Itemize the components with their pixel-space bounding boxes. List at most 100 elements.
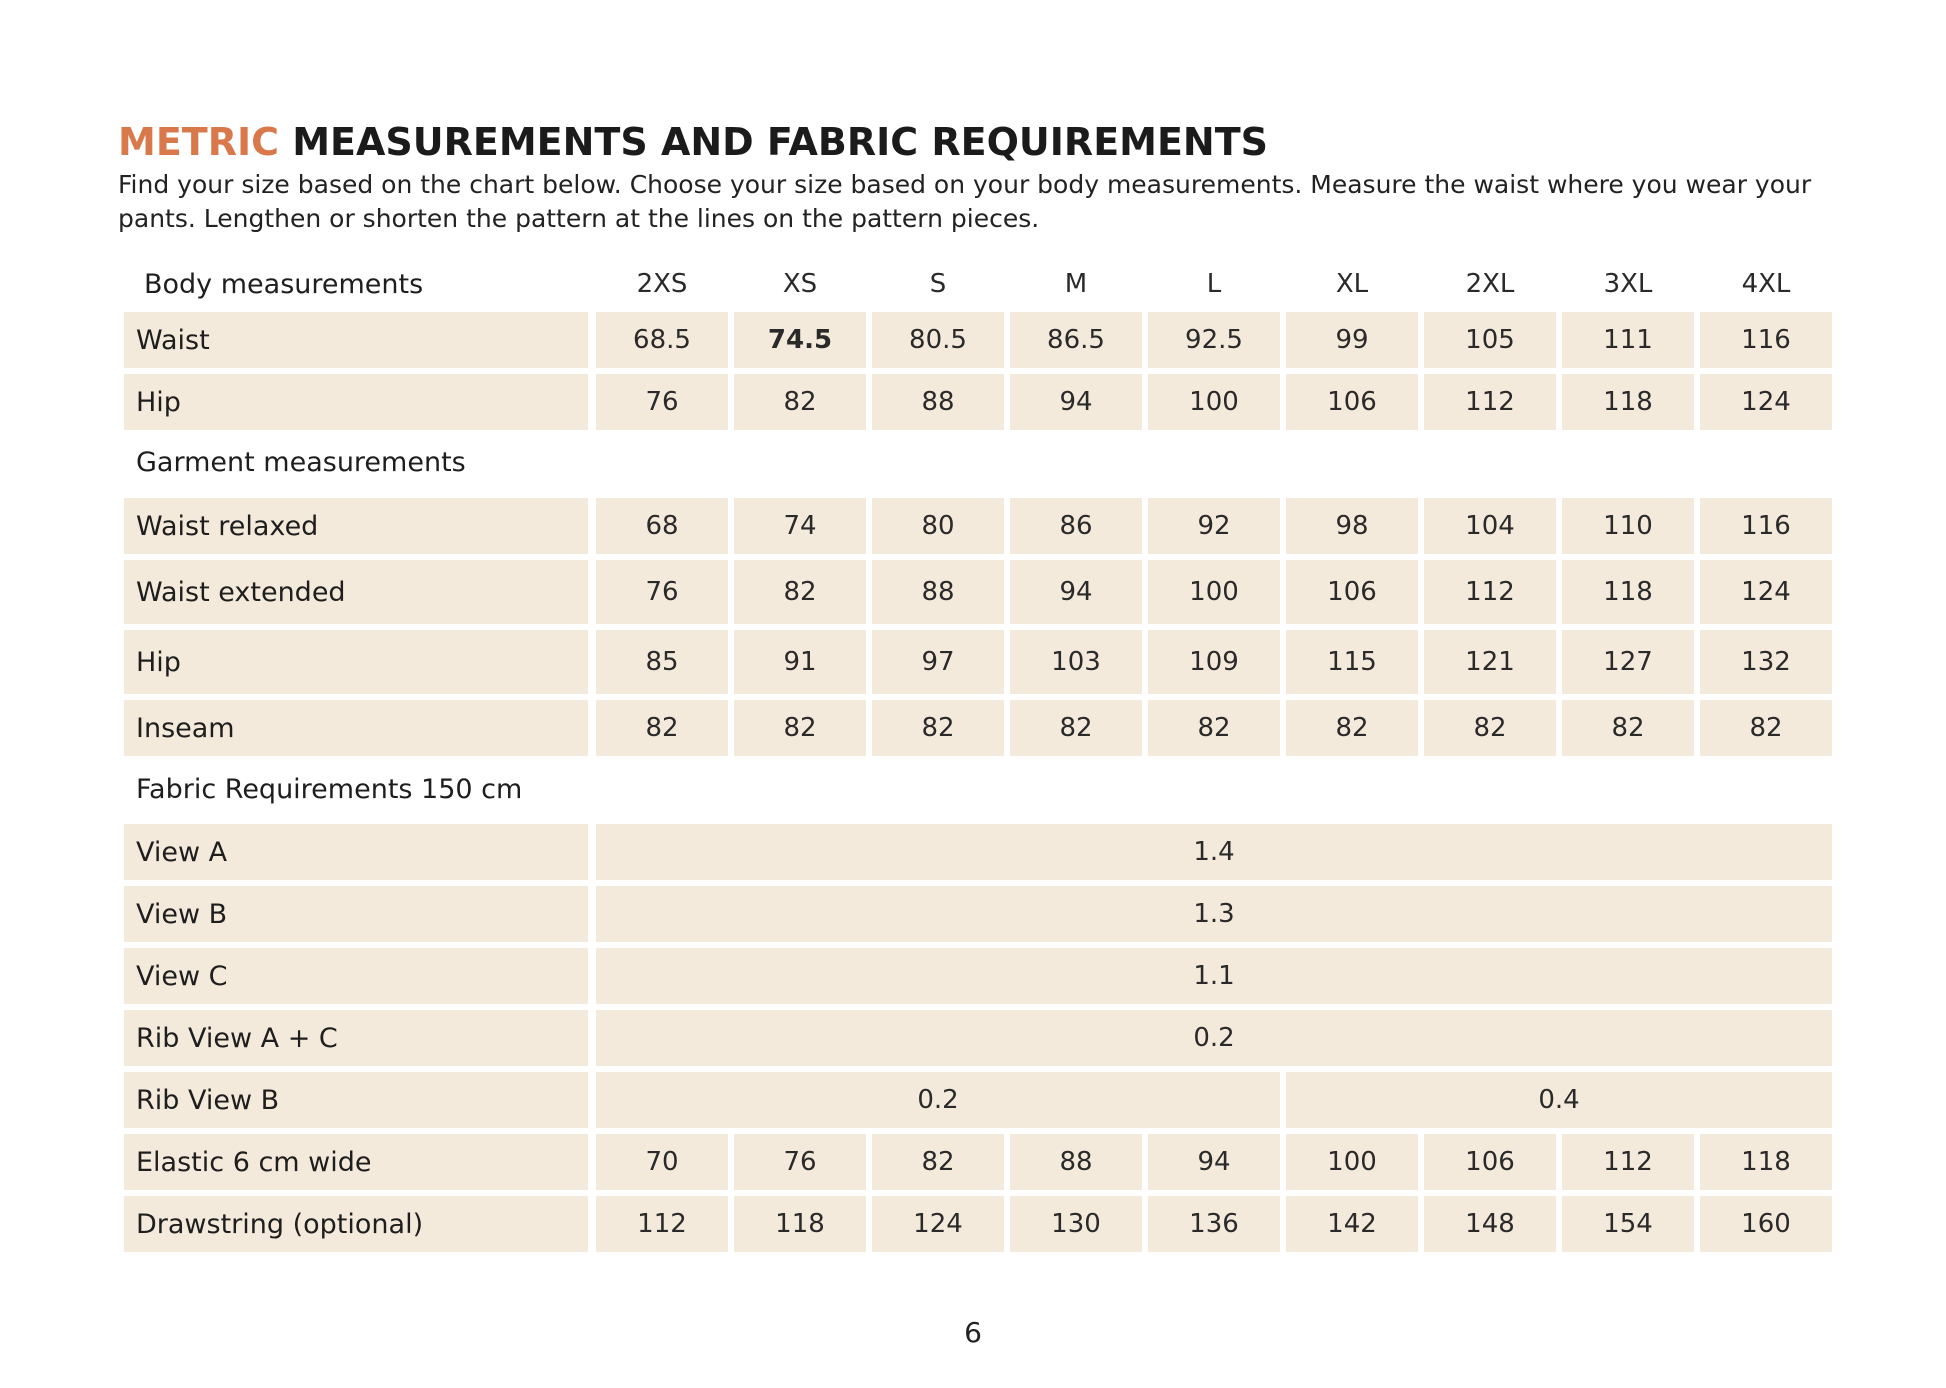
size-header: 4XL [1741,269,1791,299]
table-cell: 82 [734,560,866,624]
row-label: Waist [124,312,588,368]
table-cell: 124 [1700,374,1832,430]
row-label: Drawstring (optional) [124,1196,588,1252]
merged-cell: 1.3 [596,886,1832,942]
size-header: S [929,269,947,299]
table-cell: 70 [596,1134,728,1190]
merged-cell-sizes-xl-4xl: 0.4 [1286,1072,1832,1128]
page-number: 6 [964,1316,982,1349]
table-row: Rib View B 0.2 0.4 [124,1072,1834,1128]
table-cell: 154 [1562,1196,1694,1252]
table-row: View A 1.4 [124,824,1834,880]
table-cell: 106 [1286,560,1418,624]
table-cell: 82 [1148,700,1280,756]
table-cell: 124 [872,1196,1004,1252]
table-cell: 91 [734,630,866,694]
table-cell: 99 [1286,312,1418,368]
table-cell: 85 [596,630,728,694]
table-cell: 100 [1286,1134,1418,1190]
table-row: Drawstring (optional) 112 118 124 130 136 142 1… [124,1196,1834,1252]
table-cell: 76 [596,560,728,624]
table-cell: 82 [1010,700,1142,756]
row-label: View C [124,948,588,1004]
merged-cell: 1.1 [596,948,1832,1004]
table-cell: 127 [1562,630,1694,694]
row-label: Waist relaxed [124,498,588,554]
table-cell: 82 [872,1134,1004,1190]
table-row: View B 1.3 [124,886,1834,942]
table-cell: 100 [1148,374,1280,430]
table-cell: 76 [596,374,728,430]
table-cell: 112 [1562,1134,1694,1190]
table-cell: 76 [734,1134,866,1190]
merged-cell: 0.2 [596,1010,1832,1066]
body-measurements-heading: Body measurements [144,268,424,300]
page-title: METRIC MEASUREMENTS AND FABRIC REQUIREME… [118,120,1268,164]
table-cell: 118 [1700,1134,1832,1190]
table-cell: 103 [1010,630,1142,694]
size-header: 2XL [1465,269,1515,299]
table-cell: 130 [1010,1196,1142,1252]
table-cell: 92.5 [1148,312,1280,368]
table-cell: 74 [734,498,866,554]
section-garment: Garment measurements [136,447,466,478]
row-label: Rib View B [124,1072,588,1128]
size-header: 3XL [1603,269,1653,299]
table-cell: 109 [1148,630,1280,694]
table-cell: 94 [1010,374,1142,430]
row-label: View B [124,886,588,942]
table-cell: 82 [734,700,866,756]
row-label: Hip [124,374,588,430]
table-cell: 80 [872,498,1004,554]
table-cell: 142 [1286,1196,1418,1252]
table-cell: 88 [872,560,1004,624]
table-cell: 116 [1700,312,1832,368]
size-header: XS [782,269,818,299]
table-cell: 68.5 [596,312,728,368]
table-cell: 124 [1700,560,1832,624]
row-label: Hip [124,630,588,694]
header-row: Body measurements 2XS XS S M L XL 2XL 3XL 4XL [124,258,1834,310]
table-cell: 86 [1010,498,1142,554]
intro-text: Find your size based on the chart below.… [118,170,1812,233]
table-cell: 160 [1700,1196,1832,1252]
table-cell: 88 [1010,1134,1142,1190]
table-cell: 110 [1562,498,1694,554]
table-cell: 118 [1562,560,1694,624]
table-cell: 97 [872,630,1004,694]
table-cell: 112 [1424,374,1556,430]
table-cell: 86.5 [1010,312,1142,368]
table-row: Hip 85 91 97 103 109 115 121 127 132 [124,630,1834,694]
table-cell: 118 [1562,374,1694,430]
row-label: View A [124,824,588,880]
table-cell: 82 [872,700,1004,756]
table-cell: 92 [1148,498,1280,554]
table-cell: 132 [1700,630,1832,694]
table-cell: 105 [1424,312,1556,368]
table-cell: 121 [1424,630,1556,694]
table-row: Hip 76 82 88 94 100 106 112 118 124 [124,374,1834,430]
size-header: M [1064,269,1088,299]
size-chart-table: Body measurements 2XS XS S M L XL 2XL 3XL 4XL Wais… [124,0,1834,1388]
table-cell: 100 [1148,560,1280,624]
table-cell: 115 [1286,630,1418,694]
row-label: Waist extended [124,560,588,624]
table-row: Inseam 82 82 82 82 82 82 82 82 82 [124,700,1834,756]
merged-cell: 1.4 [596,824,1832,880]
table-cell: 88 [872,374,1004,430]
table-cell: 118 [734,1196,866,1252]
section-fabric: Fabric Requirements 150 cm [136,774,523,805]
table-row: Waist 68.5 74.5 80.5 86.5 92.5 99 105 111 116 [124,312,1834,368]
title-accent: METRIC [118,120,279,164]
table-cell: 106 [1424,1134,1556,1190]
table-cell: 116 [1700,498,1832,554]
title-rest: MEASUREMENTS AND FABRIC REQUIREMENTS [292,120,1269,164]
table-cell: 112 [1424,560,1556,624]
table-row: View C 1.1 [124,948,1834,1004]
table-cell: 111 [1562,312,1694,368]
table-cell: 80.5 [872,312,1004,368]
size-header: L [1206,269,1222,299]
table-cell: 106 [1286,374,1418,430]
size-header: XL [1335,269,1369,299]
